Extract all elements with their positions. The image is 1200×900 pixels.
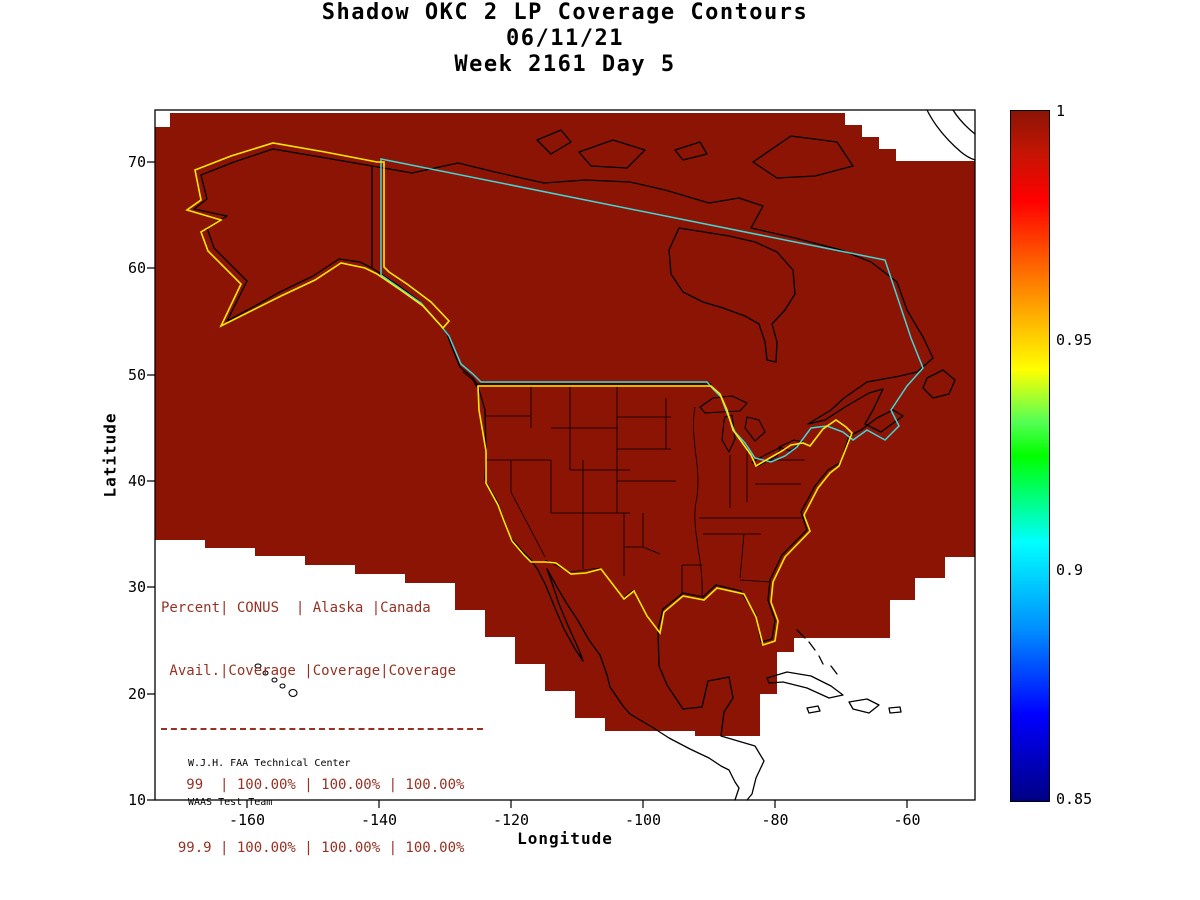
vancouver-island xyxy=(462,371,478,388)
axis-frame xyxy=(147,109,976,808)
y-tick-label-40: 40 xyxy=(127,472,146,490)
arctic-islands xyxy=(536,129,854,179)
x-tick-label-n60: -60 xyxy=(893,811,921,829)
x-tick-label-n140: -140 xyxy=(360,811,398,829)
y-tick-label-70: 70 xyxy=(127,153,146,171)
availability-table-separator xyxy=(161,728,483,730)
colorbar-tick-0-95: 0.95 xyxy=(1056,331,1093,349)
y-tick-label-50: 50 xyxy=(127,366,146,384)
availability-table-row-99: 99 | 100.00% | 100.00% | 100.00% xyxy=(161,777,465,793)
hawaii-islands xyxy=(254,663,298,698)
availability-table-header2: Avail.|Coverage |Coverage|Coverage xyxy=(161,663,457,679)
conus-coverage-contour xyxy=(477,385,853,647)
state-borders xyxy=(485,386,807,632)
y-axis-label: Latitude xyxy=(100,412,120,498)
credit-line2: WAAS Test Team xyxy=(188,797,273,808)
chart-title-line2: 06/11/21 xyxy=(506,26,624,51)
plot-box xyxy=(154,109,976,801)
axis-tick-marks xyxy=(147,161,908,808)
availability-table: Percent| CONUS | Alaska |Canada Avail.|C… xyxy=(161,556,483,900)
great-lakes xyxy=(699,395,804,467)
colorbar-tick-0-85: 0.85 xyxy=(1056,790,1093,808)
chart-title-line3: Week 2161 Day 5 xyxy=(454,52,676,77)
credit-annotation: W.J.H. FAA Technical Center WAAS Test Te… xyxy=(188,731,351,835)
x-axis-label: Longitude xyxy=(517,829,613,848)
caribbean-islands xyxy=(766,629,902,714)
chart-title-block: Shadow OKC 2 LP Coverage Contours 06/11/… xyxy=(155,0,975,78)
x-tick-label-n100: -100 xyxy=(624,811,662,829)
credit-line1: W.J.H. FAA Technical Center xyxy=(188,758,351,769)
canada-coverage-contour xyxy=(380,158,924,463)
colorbar xyxy=(1010,110,1050,802)
y-tick-label-60: 60 xyxy=(127,259,146,277)
availability-table-header1: Percent| CONUS | Alaska |Canada xyxy=(161,600,431,616)
y-tick-label-30: 30 xyxy=(127,578,146,596)
alaska-coastline xyxy=(193,148,439,324)
x-tick-label-n120: -120 xyxy=(492,811,530,829)
lake-outlines xyxy=(699,395,804,467)
greenland-coastline xyxy=(926,109,976,161)
y-tick-label-10: 10 xyxy=(127,791,146,809)
x-tick-label-n160: -160 xyxy=(228,811,266,829)
colorbar-tick-1: 1 xyxy=(1056,102,1066,120)
hudson-bay-coastline xyxy=(668,227,796,363)
alaska-coverage-contour xyxy=(185,142,451,330)
availability-table-row-99-9: 99.9 | 100.00% | 100.00% | 100.00% xyxy=(161,840,465,856)
newfoundland-coastline xyxy=(922,369,956,399)
map-plot xyxy=(147,109,976,808)
y-tick-label-20: 20 xyxy=(127,685,146,703)
colorbar-tick-0-9: 0.9 xyxy=(1056,561,1084,579)
mainland-coastline-east xyxy=(371,162,934,801)
chart-title-line1: Shadow OKC 2 LP Coverage Contours xyxy=(321,0,809,25)
state-border-lines xyxy=(485,386,807,632)
x-tick-label-n80: -80 xyxy=(761,811,789,829)
